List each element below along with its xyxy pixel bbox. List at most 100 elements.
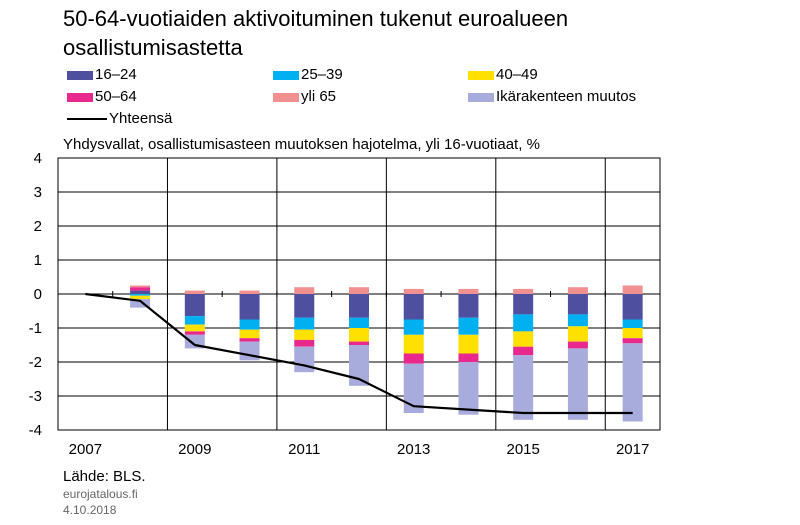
- bar-segment-yli65-2009: [184, 290, 205, 294]
- legend-label-40-49: 40–49: [496, 66, 538, 83]
- bar-segment-s50_64-2011: [294, 339, 315, 347]
- source-note: Lähde: BLS.: [63, 468, 146, 485]
- bar-segment-s25_39-2010: [239, 319, 260, 330]
- bar-segment-s16_24-2012: [349, 294, 369, 318]
- legend-label-yli65: yli 65: [301, 88, 337, 105]
- bar-segment-s16_24-2017: [622, 294, 643, 320]
- bar-segment-s50_64-2008: [130, 287, 151, 291]
- legend-label-ikarakenne: Ikärakenteen muutos: [496, 88, 637, 105]
- y-tick-label: 4: [34, 150, 42, 167]
- x-tick-label: 2015: [506, 441, 539, 458]
- bar-segment-s16_24-2016: [567, 294, 588, 315]
- bar-segment-s50_64-2016: [567, 341, 588, 349]
- bar-segment-s16_24-2008: [130, 290, 151, 294]
- y-tick-label: 3: [34, 184, 42, 201]
- bar-segment-ika-2011: [294, 346, 315, 373]
- legend-item-25-39: 25–39: [273, 66, 343, 84]
- legend-item-16-24: 16–24: [67, 66, 137, 84]
- legend-swatch-16-24: [67, 70, 93, 80]
- bar-segment-s40_49-2017: [622, 328, 643, 339]
- bar-segment-ika-2016: [567, 348, 588, 420]
- y-tick-label: -1: [29, 320, 42, 337]
- x-tick-label: 2011: [288, 441, 320, 458]
- chart-title: 50-64-vuotiaiden aktivoituminen tukenut …: [63, 4, 763, 62]
- x-tick-label: 2013: [397, 441, 430, 458]
- x-tick-label: 2017: [616, 441, 649, 458]
- bar-segment-s25_39-2012: [349, 317, 369, 328]
- bar-segment-s40_49-2010: [239, 329, 260, 339]
- bar-segment-ika-2013: [403, 363, 424, 413]
- legend-swatch-yhteensa: [67, 118, 107, 120]
- bar-segment-s16_24-2010: [239, 294, 260, 320]
- legend-item-50-64: 50–64: [67, 88, 137, 106]
- bar-segment-s25_39-2013: [403, 319, 424, 335]
- bar-segment-s50_64-2013: [403, 353, 424, 364]
- bar-segment-s16_24-2013: [403, 294, 424, 320]
- bar-segment-s50_64-2010: [239, 338, 260, 342]
- bar-segment-s40_49-2015: [513, 331, 534, 347]
- bar-segment-s16_24-2014: [458, 294, 479, 318]
- bar-segment-ika-2017: [622, 343, 643, 422]
- bar-segment-s50_64-2012: [349, 341, 369, 345]
- bar-segment-s50_64-2017: [622, 338, 643, 344]
- bar-segment-s40_49-2008: [130, 295, 151, 300]
- legend-swatch-ikarakenne: [468, 92, 494, 102]
- x-tick-label: 2007: [69, 441, 102, 458]
- bar-segment-yli65-2012: [349, 287, 369, 294]
- bar-segment-s25_39-2015: [513, 314, 534, 332]
- bar-segment-s40_49-2011: [294, 329, 315, 340]
- legend-swatch-50-64: [67, 92, 93, 102]
- bar-segment-yli65-2015: [513, 288, 534, 294]
- bar-segment-yli65-2014: [458, 288, 479, 294]
- legend-swatch-25-39: [273, 70, 299, 80]
- legend-item-40-49: 40–49: [468, 66, 538, 84]
- bar-segment-s50_64-2009: [184, 331, 205, 335]
- y-tick-label: -2: [29, 354, 42, 371]
- bar-segment-ika-2015: [513, 355, 534, 420]
- bar-segment-ika-2008: [130, 299, 151, 308]
- bar-segment-s40_49-2014: [458, 334, 479, 354]
- legend-swatch-40-49: [468, 70, 494, 80]
- bar-segment-s25_39-2016: [567, 314, 588, 327]
- bar-segment-s25_39-2009: [184, 316, 205, 325]
- y-tick-label: 2: [34, 218, 42, 235]
- legend-label-25-39: 25–39: [301, 66, 343, 83]
- site-name: eurojatalous.fi: [63, 487, 138, 501]
- legend-item-yhteensa: Yhteensä: [67, 110, 172, 128]
- x-tick-label: 2009: [178, 441, 211, 458]
- bar-segment-s40_49-2016: [567, 326, 588, 342]
- bar-segment-ika-2012: [349, 345, 369, 386]
- chart-subtitle: Yhdysvallat, osallistumisasteen muutokse…: [63, 136, 540, 153]
- bar-segment-s16_24-2009: [184, 294, 205, 317]
- legend-label-50-64: 50–64: [95, 88, 137, 105]
- legend-item-ikarakenne: Ikärakenteen muutos: [468, 88, 636, 106]
- chart-legend: 16–24 50–64 Yhteensä 25–39 yli 65 40–49 …: [67, 66, 707, 132]
- y-tick-label: -4: [29, 422, 42, 439]
- bar-segment-s40_49-2012: [349, 328, 369, 342]
- bar-segment-ika-2014: [458, 362, 479, 415]
- axis-layer: 4 3 2 1 0 -1 -2 -3 -4 2007 2009 2011 2013 2015 2017: [29, 150, 650, 458]
- legend-label-yhteensa: Yhteensä: [109, 110, 173, 127]
- y-tick-label: 1: [34, 252, 42, 269]
- publish-date: 4.10.2018: [63, 503, 117, 517]
- chart-title-line1: 50-64-vuotiaiden aktivoituminen tukenut …: [63, 6, 569, 31]
- bar-segment-s25_39-2011: [294, 317, 315, 330]
- bar-segment-s16_24-2015: [513, 294, 534, 315]
- bar-segment-yli65-2016: [567, 287, 588, 294]
- bar-segment-yli65-2011: [294, 287, 315, 294]
- bar-segment-s50_64-2015: [513, 346, 534, 356]
- bar-segment-yli65-2010: [239, 290, 260, 294]
- legend-item-yli65: yli 65: [273, 88, 336, 106]
- chart-title-line2: osallistumisastetta: [63, 35, 243, 60]
- bar-segment-s25_39-2008: [130, 294, 151, 296]
- bar-segment-s25_39-2014: [458, 317, 479, 335]
- bar-segment-s50_64-2014: [458, 353, 479, 362]
- bar-segment-s40_49-2009: [184, 324, 205, 332]
- line-layer: [85, 292, 633, 415]
- bar-segment-yli65-2017: [622, 285, 643, 294]
- bar-segment-yli65-2013: [403, 288, 424, 294]
- bar-segment-s40_49-2013: [403, 334, 424, 354]
- legend-label-16-24: 16–24: [95, 66, 137, 83]
- y-tick-label: 0: [34, 286, 42, 303]
